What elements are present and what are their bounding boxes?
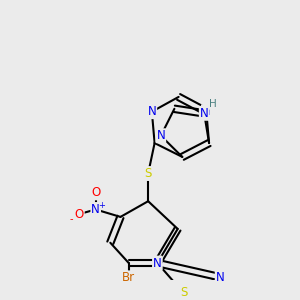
Text: O: O (91, 186, 100, 200)
Text: N: N (153, 256, 162, 270)
Text: N: N (157, 129, 165, 142)
Text: +: + (98, 201, 105, 210)
Text: Br: Br (122, 271, 135, 284)
Text: N: N (200, 107, 208, 120)
Text: N: N (148, 105, 156, 118)
Text: -: - (70, 214, 74, 224)
Text: S: S (145, 167, 152, 180)
Text: N: N (202, 105, 211, 118)
Text: H: H (209, 99, 217, 109)
Text: S: S (180, 286, 187, 299)
Text: N: N (91, 203, 100, 216)
Text: O: O (74, 208, 84, 220)
Text: N: N (216, 271, 224, 284)
